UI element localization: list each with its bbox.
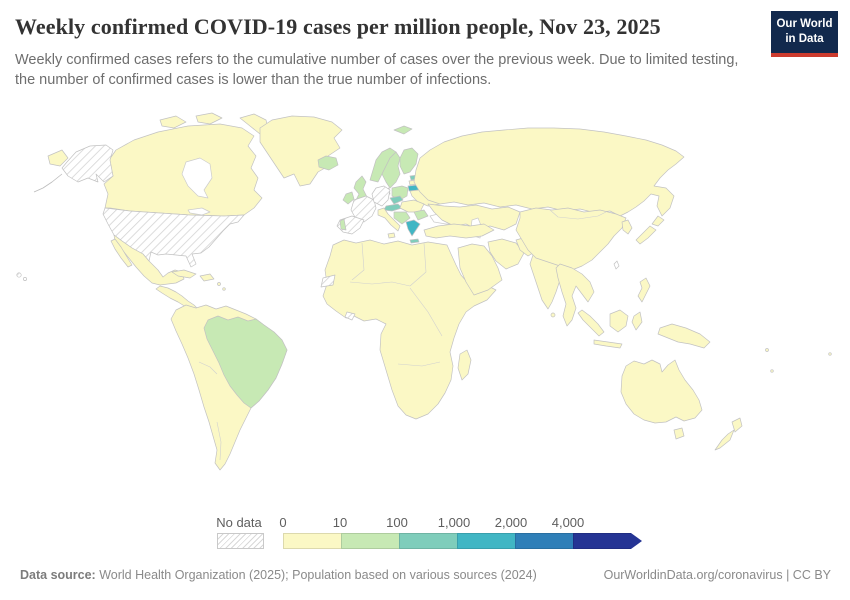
no-data-label: No data <box>216 515 262 530</box>
region-croatia-serbia[interactable] <box>393 211 411 225</box>
country-australia-tasmania[interactable] <box>673 427 685 440</box>
country-france[interactable] <box>350 195 377 223</box>
country-portugal[interactable] <box>339 218 347 231</box>
country-indonesia-sulawesi[interactable] <box>631 311 643 331</box>
country-bulgaria[interactable] <box>413 209 429 221</box>
region-indochina[interactable] <box>555 263 595 327</box>
country-madagascar[interactable] <box>457 349 472 381</box>
credit-link[interactable]: OurWorldinData.org/coronavirus | CC BY <box>603 568 831 582</box>
border-argentina-chile <box>216 421 222 461</box>
country-russia[interactable] <box>413 127 685 217</box>
country-greece-crete[interactable] <box>409 238 420 244</box>
country-turkey[interactable] <box>423 223 495 239</box>
region-new-guinea[interactable] <box>657 323 711 349</box>
page-title: Weekly confirmed COVID-19 cases per mill… <box>15 14 661 39</box>
legend-bin-100-1000[interactable] <box>399 533 457 549</box>
border-africa-sahel <box>349 281 411 287</box>
legend-bin-1000-2000[interactable] <box>457 533 515 549</box>
country-taiwan[interactable] <box>613 260 620 270</box>
country-philippines[interactable] <box>637 277 651 303</box>
world-map[interactable] <box>10 112 840 508</box>
legend-bin-0-10[interactable] <box>283 533 341 549</box>
country-russia-chukotka[interactable] <box>47 149 69 167</box>
legend-tick-10: 10 <box>332 515 348 530</box>
owid-logo-line1: Our World <box>776 18 833 31</box>
legend-bin-10-100[interactable] <box>341 533 399 549</box>
country-ireland[interactable] <box>342 191 355 205</box>
country-iceland[interactable] <box>317 155 339 171</box>
border-africa-east <box>409 287 443 337</box>
legend-bin-4000-plus[interactable] <box>573 533 631 549</box>
country-indonesia-java[interactable] <box>593 339 623 349</box>
owid-logo-line2: in Data <box>785 33 824 45</box>
border-peru-bolivia <box>198 361 218 375</box>
legend-tick-4000: 4,000 <box>551 515 585 530</box>
country-mexico-baja[interactable] <box>110 238 133 268</box>
legend-bin-2000-4000[interactable] <box>515 533 573 549</box>
country-italy-sicily[interactable] <box>387 232 396 239</box>
country-hispaniola[interactable] <box>199 273 215 282</box>
country-austria[interactable] <box>383 203 403 212</box>
country-china[interactable] <box>515 207 627 271</box>
country-cuba[interactable] <box>171 269 197 279</box>
country-germany[interactable] <box>371 185 391 207</box>
caribbean-island-2[interactable] <box>222 287 226 291</box>
country-western-sahara[interactable] <box>320 274 336 288</box>
data-source-label: Data source: <box>20 568 96 582</box>
country-canada-island-victoria[interactable] <box>159 115 187 129</box>
country-iran[interactable] <box>487 238 525 270</box>
legend-arrow <box>631 533 642 549</box>
country-brazil[interactable] <box>203 315 288 409</box>
country-usa-alaska[interactable] <box>61 144 114 183</box>
legend-tick-1000: 1,000 <box>437 515 471 530</box>
hawaii-2[interactable] <box>23 277 27 281</box>
no-data-swatch[interactable] <box>217 533 264 549</box>
country-svalbard[interactable] <box>393 125 413 135</box>
pacific-island-2[interactable] <box>770 369 774 373</box>
border-mongolia <box>549 209 607 220</box>
country-indonesia-borneo[interactable] <box>609 309 629 333</box>
country-japan-honshu[interactable] <box>635 225 657 245</box>
border-africa-libya-egypt <box>409 242 427 287</box>
region-central-asia[interactable] <box>427 203 521 231</box>
country-new-zealand-south[interactable] <box>714 429 735 451</box>
country-finland[interactable] <box>399 147 419 175</box>
legend-color-bar <box>283 533 642 549</box>
country-greece[interactable] <box>405 219 421 237</box>
country-sri-lanka[interactable] <box>550 312 556 318</box>
country-australia[interactable] <box>620 359 703 424</box>
border-africa-south <box>397 361 441 367</box>
country-italy[interactable] <box>377 207 401 232</box>
country-indonesia-sumatra[interactable] <box>577 309 605 337</box>
legend-tick-0: 0 <box>279 515 287 530</box>
pacific-island-3[interactable] <box>828 352 832 356</box>
region-arabia[interactable] <box>457 243 503 296</box>
hudson-bay <box>181 157 213 199</box>
legend-tick-100: 100 <box>386 515 408 530</box>
aleutian-islands <box>33 173 63 193</box>
border-africa-west <box>351 242 365 281</box>
owid-logo[interactable]: Our World in Data <box>771 11 838 57</box>
legend-tick-2000: 2,000 <box>494 515 528 530</box>
caribbean-island[interactable] <box>217 282 221 286</box>
country-czechia[interactable] <box>389 195 404 205</box>
country-korea[interactable] <box>621 219 633 235</box>
country-sweden[interactable] <box>381 151 401 189</box>
country-greenland[interactable] <box>259 115 343 187</box>
data-source-text: Data source: World Health Organization (… <box>20 568 537 582</box>
chart-subtitle: Weekly confirmed cases refers to the cum… <box>15 52 739 89</box>
hawaii[interactable] <box>16 272 22 278</box>
data-source-detail: World Health Organization (2025); Popula… <box>95 568 537 582</box>
country-liberia[interactable] <box>344 311 356 321</box>
great-lakes <box>187 207 211 216</box>
pacific-island[interactable] <box>765 348 769 352</box>
country-new-zealand-north[interactable] <box>731 417 743 433</box>
country-japan-hokkaido[interactable] <box>651 215 665 227</box>
country-canada-island-ellesmere[interactable] <box>195 112 223 125</box>
